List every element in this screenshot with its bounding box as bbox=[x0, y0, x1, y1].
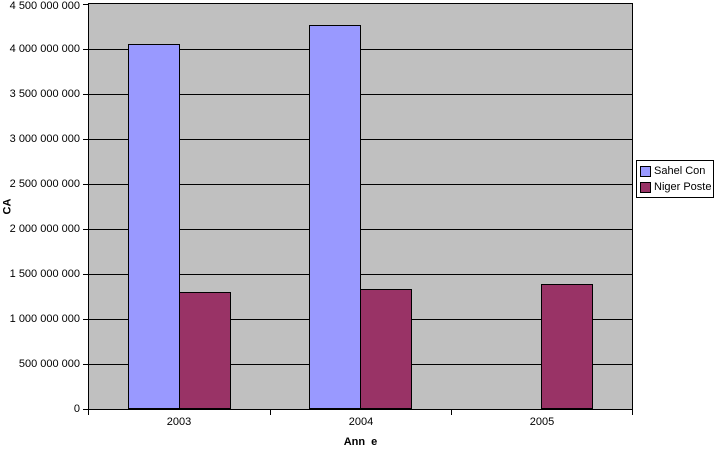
x-axis-tick-mark bbox=[88, 410, 89, 415]
x-axis-category-label: 2003 bbox=[166, 416, 192, 428]
x-axis-tick-mark bbox=[270, 410, 271, 415]
y-axis-tick-label: 500 000 000 bbox=[18, 358, 80, 370]
y-axis-tick-mark bbox=[83, 4, 88, 5]
category-group-2004 bbox=[270, 4, 451, 409]
y-axis-tick-label: 3 500 000 000 bbox=[9, 88, 80, 100]
y-axis-tick-mark bbox=[83, 184, 88, 185]
legend-swatch-niger-poste-icon bbox=[640, 181, 651, 193]
y-axis-tick-mark bbox=[83, 139, 88, 140]
legend-item-niger-poste: Niger Poste bbox=[640, 179, 712, 195]
x-axis-category-label: 2005 bbox=[529, 416, 555, 428]
y-axis-tick-label: 1 500 000 000 bbox=[9, 268, 80, 280]
x-axis-title: Ann e bbox=[343, 436, 378, 448]
plot-area bbox=[88, 3, 633, 410]
x-axis-tick-mark bbox=[632, 410, 633, 415]
y-axis-tick-mark bbox=[83, 364, 88, 365]
y-axis-tick-mark bbox=[83, 94, 88, 95]
bar-niger-poste-2003 bbox=[179, 292, 231, 409]
y-axis-tick-mark bbox=[83, 319, 88, 320]
x-axis-category-label: 2004 bbox=[348, 416, 374, 428]
y-axis-tick-mark bbox=[83, 49, 88, 50]
y-axis-tick-label: 2 000 000 000 bbox=[9, 223, 80, 235]
category-group-2003 bbox=[89, 4, 270, 409]
legend-item-sahel-con: Sahel Con bbox=[640, 163, 712, 179]
bar-sahel-con-2004 bbox=[309, 25, 361, 409]
y-axis-tick-label: 1 000 000 000 bbox=[9, 313, 80, 325]
y-axis-tick-mark bbox=[83, 274, 88, 275]
y-axis-tick-label: 0 bbox=[73, 403, 80, 415]
legend-label-niger-poste: Niger Poste bbox=[654, 181, 712, 193]
legend: Sahel Con Niger Poste bbox=[636, 160, 714, 198]
y-axis-tick-label: 3 000 000 000 bbox=[9, 133, 80, 145]
legend-label-sahel-con: Sahel Con bbox=[654, 165, 706, 177]
y-axis-tick-label: 4 500 000 000 bbox=[9, 0, 80, 12]
y-axis-tick-label: 4 000 000 000 bbox=[9, 43, 80, 55]
category-group-2005 bbox=[451, 4, 632, 409]
y-axis-tick-mark bbox=[83, 409, 88, 410]
bar-niger-poste-2005 bbox=[541, 284, 593, 409]
y-axis-tick-label: 2 500 000 000 bbox=[9, 178, 80, 190]
bar-sahel-con-2003 bbox=[128, 44, 180, 409]
legend-swatch-sahel-con-icon bbox=[640, 165, 651, 177]
x-axis-tick-mark bbox=[451, 410, 452, 415]
bar-niger-poste-2004 bbox=[360, 289, 412, 409]
y-axis-title: CA bbox=[1, 198, 14, 215]
y-axis-tick-mark bbox=[83, 229, 88, 230]
